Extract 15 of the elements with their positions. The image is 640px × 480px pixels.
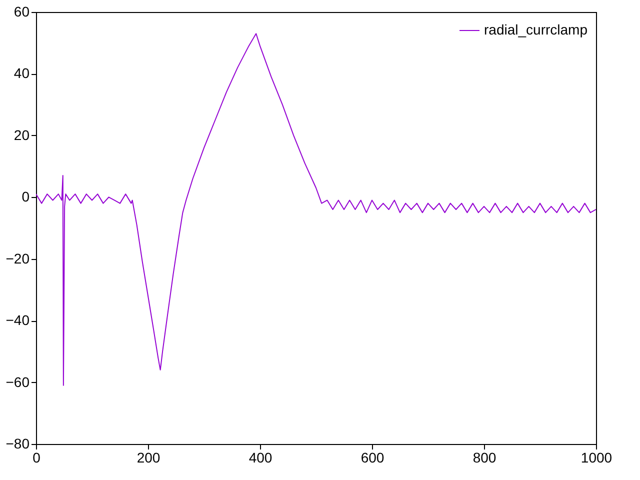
x-tick-label: 1000	[580, 450, 612, 466]
y-tick-label: −40	[6, 312, 30, 328]
x-tick-label: 400	[248, 450, 272, 466]
x-tick-label: 800	[472, 450, 496, 466]
y-tick-label: 0	[22, 188, 30, 205]
y-tick-label: −80	[6, 436, 30, 452]
y-tick-label: 20	[14, 126, 30, 143]
y-tick-label: −60	[6, 374, 30, 390]
x-tick-label: 200	[136, 450, 160, 466]
legend-label: radial_currclamp	[484, 22, 588, 38]
y-tick-label: 40	[14, 65, 30, 82]
y-tick-label: −20	[6, 250, 30, 266]
x-tick-label: 0	[32, 450, 41, 466]
y-tick-label: 60	[14, 4, 30, 20]
x-tick-label: 600	[360, 450, 384, 466]
